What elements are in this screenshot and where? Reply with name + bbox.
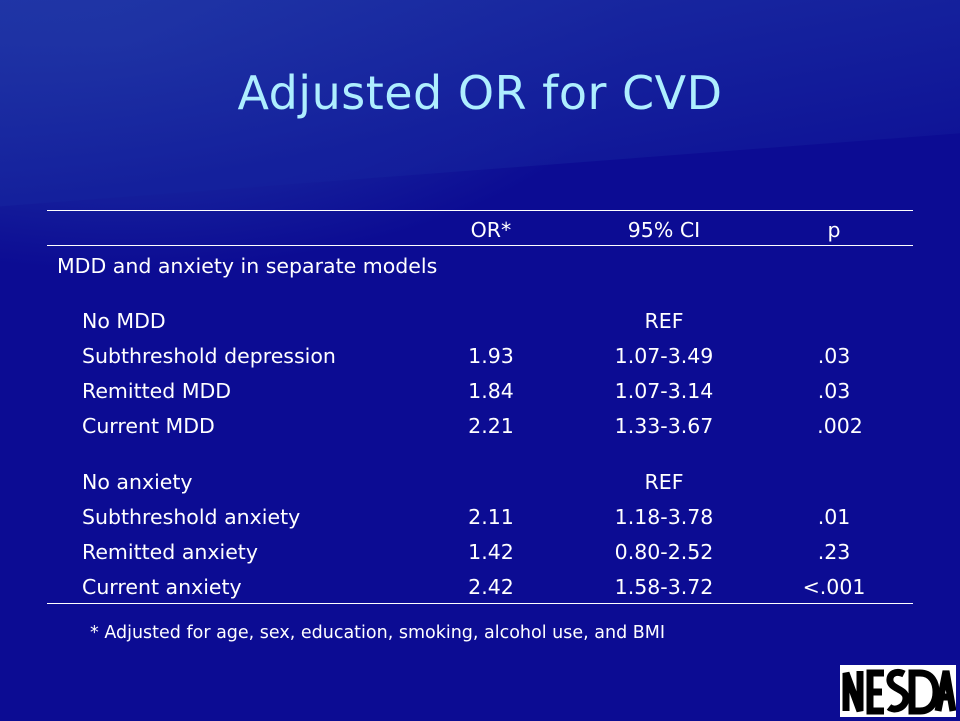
row-or: 2.42 bbox=[468, 575, 514, 599]
nesda-logo-icon bbox=[842, 668, 957, 715]
header-ci: 95% CI bbox=[627, 218, 701, 242]
table-bottom-rule bbox=[47, 603, 913, 604]
row-p: .03 bbox=[817, 344, 851, 368]
row-label: Remitted MDD bbox=[82, 379, 232, 403]
section-label: MDD and anxiety in separate models bbox=[57, 254, 438, 278]
row-label: Current anxiety bbox=[82, 575, 242, 599]
row-p: .03 bbox=[817, 379, 851, 403]
table-header-rule bbox=[47, 245, 913, 246]
header-or: OR* bbox=[470, 218, 512, 242]
row-or: 1.42 bbox=[468, 540, 514, 564]
row-ci: 1.33-3.67 bbox=[614, 414, 714, 438]
row-label: Subthreshold depression bbox=[82, 344, 336, 368]
row-ci: 1.18-3.78 bbox=[614, 505, 714, 529]
row-or: 1.84 bbox=[468, 379, 514, 403]
row-p: <.001 bbox=[802, 575, 866, 599]
row-or: 2.11 bbox=[468, 505, 514, 529]
row-label: No anxiety bbox=[82, 470, 193, 494]
row-or: 1.93 bbox=[468, 344, 514, 368]
row-p: .01 bbox=[817, 505, 851, 529]
row-label: No MDD bbox=[82, 309, 166, 333]
header-p: p bbox=[827, 218, 841, 242]
table-top-rule bbox=[47, 210, 913, 211]
row-label: Subthreshold anxiety bbox=[82, 505, 301, 529]
row-ci: 1.07-3.14 bbox=[614, 379, 714, 403]
row-label: Current MDD bbox=[82, 414, 215, 438]
row-ci: 0.80-2.52 bbox=[614, 540, 714, 564]
footnote: * Adjusted for age, sex, education, smok… bbox=[90, 623, 666, 643]
row-ci: 1.07-3.49 bbox=[614, 344, 714, 368]
nesda-logo bbox=[840, 665, 957, 717]
slide-title: Adjusted OR for CVD bbox=[237, 66, 723, 120]
row-ci: REF bbox=[644, 470, 684, 494]
row-ci: 1.58-3.72 bbox=[614, 575, 714, 599]
row-or: 2.21 bbox=[468, 414, 514, 438]
row-ci: REF bbox=[644, 309, 684, 333]
row-label: Remitted anxiety bbox=[82, 540, 258, 564]
row-p: .002 bbox=[817, 414, 863, 438]
row-p: .23 bbox=[817, 540, 851, 564]
